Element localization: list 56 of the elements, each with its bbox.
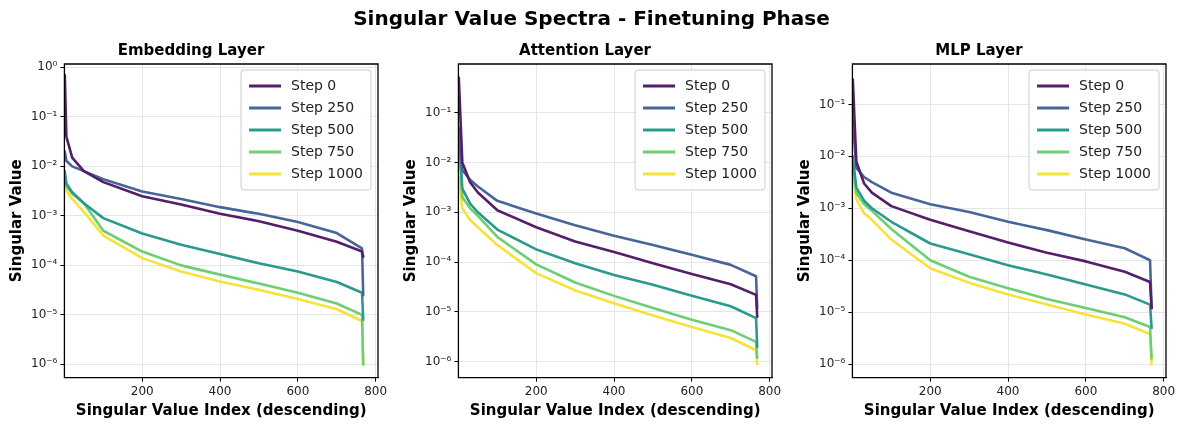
x-tick-label: 600 (286, 383, 310, 398)
text: Singular Value Spectra - Finetuning Phase (352, 6, 831, 30)
y-tick-label: 10⁰ (37, 59, 58, 74)
y-tick-label: 10⁻¹ (30, 109, 58, 123)
y-axis-title: Singular Value (400, 159, 419, 283)
y-tick-label: 10⁻³ (30, 207, 58, 222)
y-tick-label: 10⁻³ (424, 204, 452, 219)
legend-label: Step 0 (1079, 76, 1125, 93)
legend-label: Step 0 (685, 76, 731, 93)
legend-label: Step 500 (685, 120, 749, 137)
y-tick-label: 10⁻⁴ (30, 257, 58, 272)
y-tick-label: 10⁻² (424, 154, 452, 169)
legend-label: Step 1000 (1079, 164, 1152, 181)
y-tick-label: 10⁻⁵ (818, 304, 846, 319)
x-axis-title: Singular Value Index (descending) (469, 400, 761, 419)
legend-label: Step 500 (291, 120, 355, 137)
x-tick-label: 600 (1074, 383, 1098, 398)
y-tick-label: 10⁻⁶ (424, 353, 452, 368)
y-axis-title: Singular Value (794, 159, 813, 283)
legend-label: Step 0 (291, 76, 337, 93)
y-tick-label: 10⁻³ (818, 200, 846, 215)
y-axis-title: Singular Value (6, 159, 25, 283)
x-axis-title: Singular Value Index (descending) (863, 400, 1155, 419)
chart-title: Attention Layer (519, 40, 652, 59)
y-tick-label: 10⁻² (30, 158, 58, 173)
y-tick-label: 10⁻⁶ (30, 356, 58, 371)
x-axis-title: Singular Value Index (descending) (75, 400, 367, 419)
y-tick-label: 10⁻⁶ (818, 356, 846, 371)
y-tick-label: 10⁻² (818, 148, 846, 163)
legend-label: Step 750 (1079, 142, 1143, 159)
y-tick-label: 10⁻¹ (424, 104, 452, 119)
chart-title: Embedding Layer (117, 40, 265, 59)
y-tick-label: 10⁻⁵ (30, 306, 58, 321)
x-tick-label: 400 (208, 383, 232, 398)
legend-label: Step 750 (291, 142, 355, 159)
legend-label: Step 250 (291, 98, 355, 115)
legend-label: Step 250 (1079, 98, 1143, 115)
y-tick-label: 10⁻¹ (818, 96, 846, 111)
x-tick-label: 400 (602, 383, 626, 398)
x-tick-label: 200 (524, 383, 548, 398)
x-tick-label: 800 (364, 383, 388, 398)
y-tick-label: 10⁻⁴ (818, 252, 846, 267)
legend-label: Step 1000 (685, 164, 758, 181)
x-tick-label: 200 (130, 383, 154, 398)
x-tick-label: 800 (758, 383, 782, 398)
legend-label: Step 750 (685, 142, 749, 159)
y-tick-label: 10⁻⁴ (424, 254, 452, 269)
legend-label: Step 500 (1079, 120, 1143, 137)
y-tick-label: 10⁻⁵ (424, 304, 452, 319)
x-tick-label: 800 (1152, 383, 1176, 398)
x-tick-label: 400 (996, 383, 1020, 398)
legend-label: Step 1000 (291, 164, 364, 181)
legend-label: Step 250 (685, 98, 749, 115)
chart-title: MLP Layer (935, 40, 1024, 59)
x-tick-label: 200 (918, 383, 942, 398)
x-tick-label: 600 (680, 383, 704, 398)
